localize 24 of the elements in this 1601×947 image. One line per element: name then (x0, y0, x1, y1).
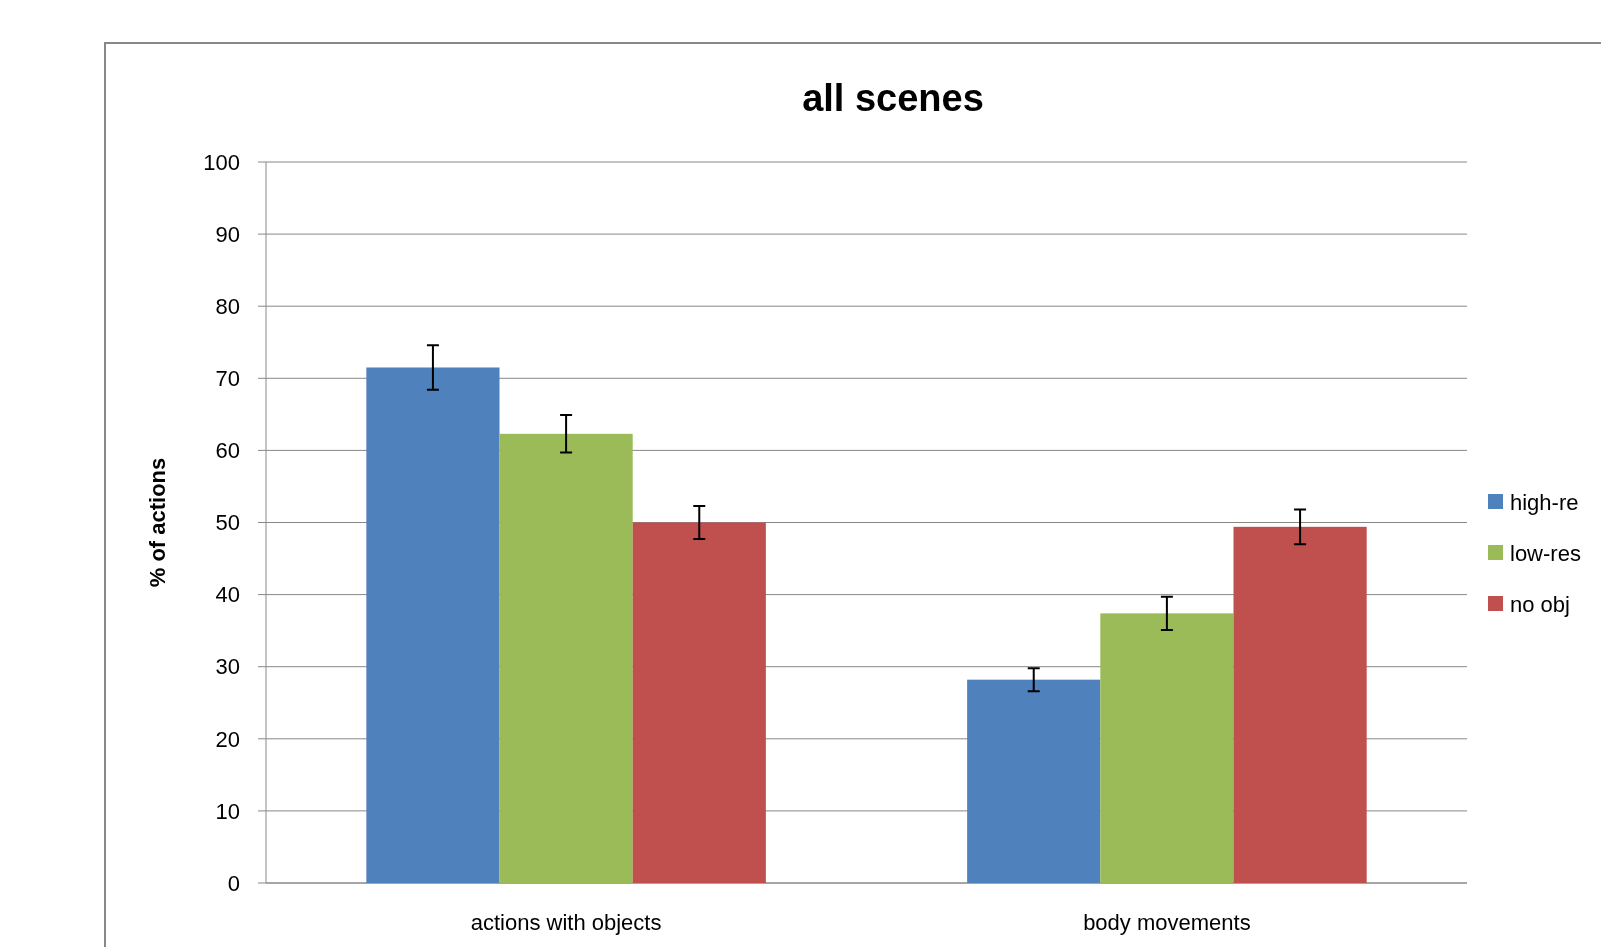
bar (1100, 613, 1234, 883)
bar (632, 522, 766, 883)
bar (499, 433, 633, 883)
y-tick-label: 30 (215, 654, 240, 680)
y-tick-label: 100 (203, 149, 240, 175)
y-tick-label: 50 (215, 510, 240, 536)
x-tick-label: actions with objects (470, 910, 662, 935)
y-tick-label: 60 (215, 438, 240, 464)
bar (366, 367, 500, 883)
y-tick-label: 70 (215, 366, 240, 391)
y-tick-label: 0 (227, 870, 240, 896)
y-tick-label: 90 (215, 221, 240, 247)
legend-label: no obj (1510, 591, 1570, 617)
y-axis-title: % of actions (145, 457, 170, 588)
y-tick-label: 10 (215, 798, 240, 824)
bar (967, 679, 1101, 883)
y-tick-label: 40 (215, 582, 240, 608)
bar (1233, 526, 1367, 883)
legend-label: low-res (1510, 540, 1581, 566)
y-tick-label: 80 (215, 293, 240, 319)
x-tick-label: body movements (1083, 910, 1251, 935)
legend-label: high-re (1510, 489, 1579, 515)
chart-title: all scenes (802, 77, 984, 119)
y-tick-label: 20 (215, 726, 240, 752)
